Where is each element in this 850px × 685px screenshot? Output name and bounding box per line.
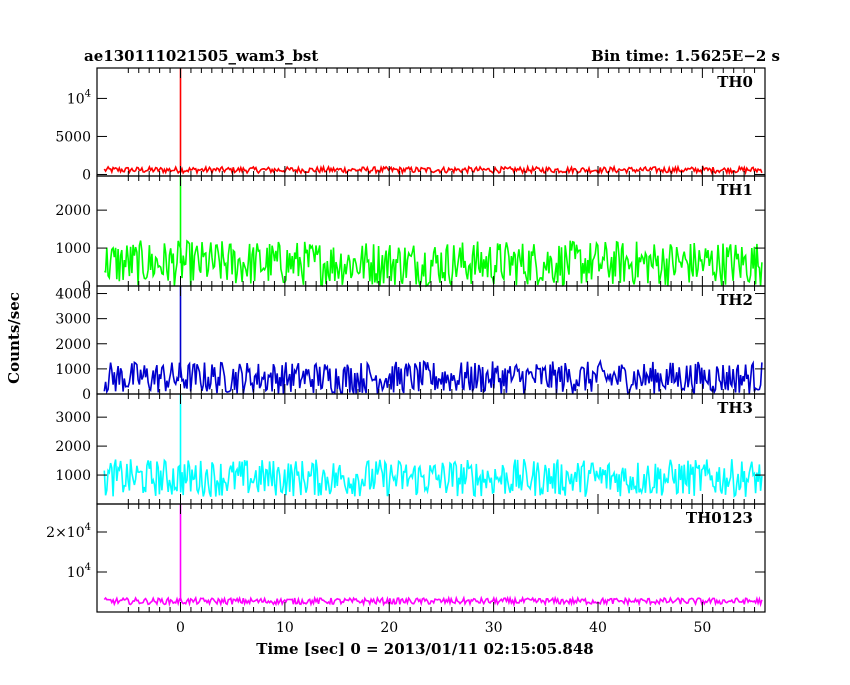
series-line-th0	[103, 164, 763, 176]
panel-th3: 1000 2000 3000 TH3	[55, 393, 766, 505]
y-tick-label: 2000	[55, 203, 91, 219]
y-tick-label: 1000	[55, 241, 91, 257]
series-line-th3	[103, 458, 763, 498]
x-axis-label: Time [sec] 0 = 2013/01/11 02:15:05.848	[256, 640, 593, 658]
x-tick-label: 10	[276, 620, 294, 636]
panel-label-th2: TH2	[717, 291, 753, 309]
y-axis-label: Counts/sec	[5, 292, 23, 384]
panel-th0123: 104 2×104 TH0123	[46, 503, 766, 613]
y-tick-label: 0	[82, 167, 91, 183]
y-tick-label: 3000	[55, 410, 91, 426]
series-line-th0123	[103, 595, 763, 608]
panel-frame	[96, 67, 766, 177]
x-tick-label: 50	[693, 620, 711, 636]
panels-group: 05000104TH0010002000TH101000200030004000…	[46, 67, 766, 636]
panel-label-th0: TH0	[717, 73, 753, 91]
y-tick-label: 1000	[55, 362, 91, 378]
panel-label-th0123: TH0123	[686, 509, 753, 527]
y-tick-label: 104	[67, 88, 91, 107]
y-tick-label: 3000	[55, 312, 91, 328]
bin-time-label: Bin time: 1.5625E−2 s	[591, 47, 780, 65]
series-line-th1	[104, 239, 763, 289]
y-tick-label: 104	[67, 562, 91, 581]
panel-label-th3: TH3	[717, 399, 753, 417]
y-tick-label: 2000	[55, 439, 91, 455]
x-tick-label: 30	[485, 620, 503, 636]
panel-th1: 0 1000 2000 TH1	[55, 175, 766, 295]
observation-id-title: ae130111021505_wam3_bst	[84, 47, 318, 65]
y-tick-label: 2000	[55, 337, 91, 353]
panel-th2: 0 1000 2000 3000 4000 TH2	[55, 285, 766, 403]
y-tick-label: 5000	[55, 129, 91, 145]
y-tick-label: 1000	[55, 468, 91, 484]
panel-th0: 0 5000 104 TH0	[55, 67, 766, 183]
y-tick-label: 2×104	[46, 522, 91, 541]
y-tick-label: 0	[82, 387, 91, 403]
x-tick-label: 0	[176, 620, 185, 636]
panel-frame	[96, 503, 766, 613]
x-tick-label: 20	[380, 620, 398, 636]
panel-label-th1: TH1	[717, 181, 753, 199]
x-tick-label: 40	[589, 620, 607, 636]
y-tick-label: 0	[82, 279, 91, 295]
y-tick-label: 4000	[55, 287, 91, 303]
series-line-th2	[103, 358, 763, 396]
